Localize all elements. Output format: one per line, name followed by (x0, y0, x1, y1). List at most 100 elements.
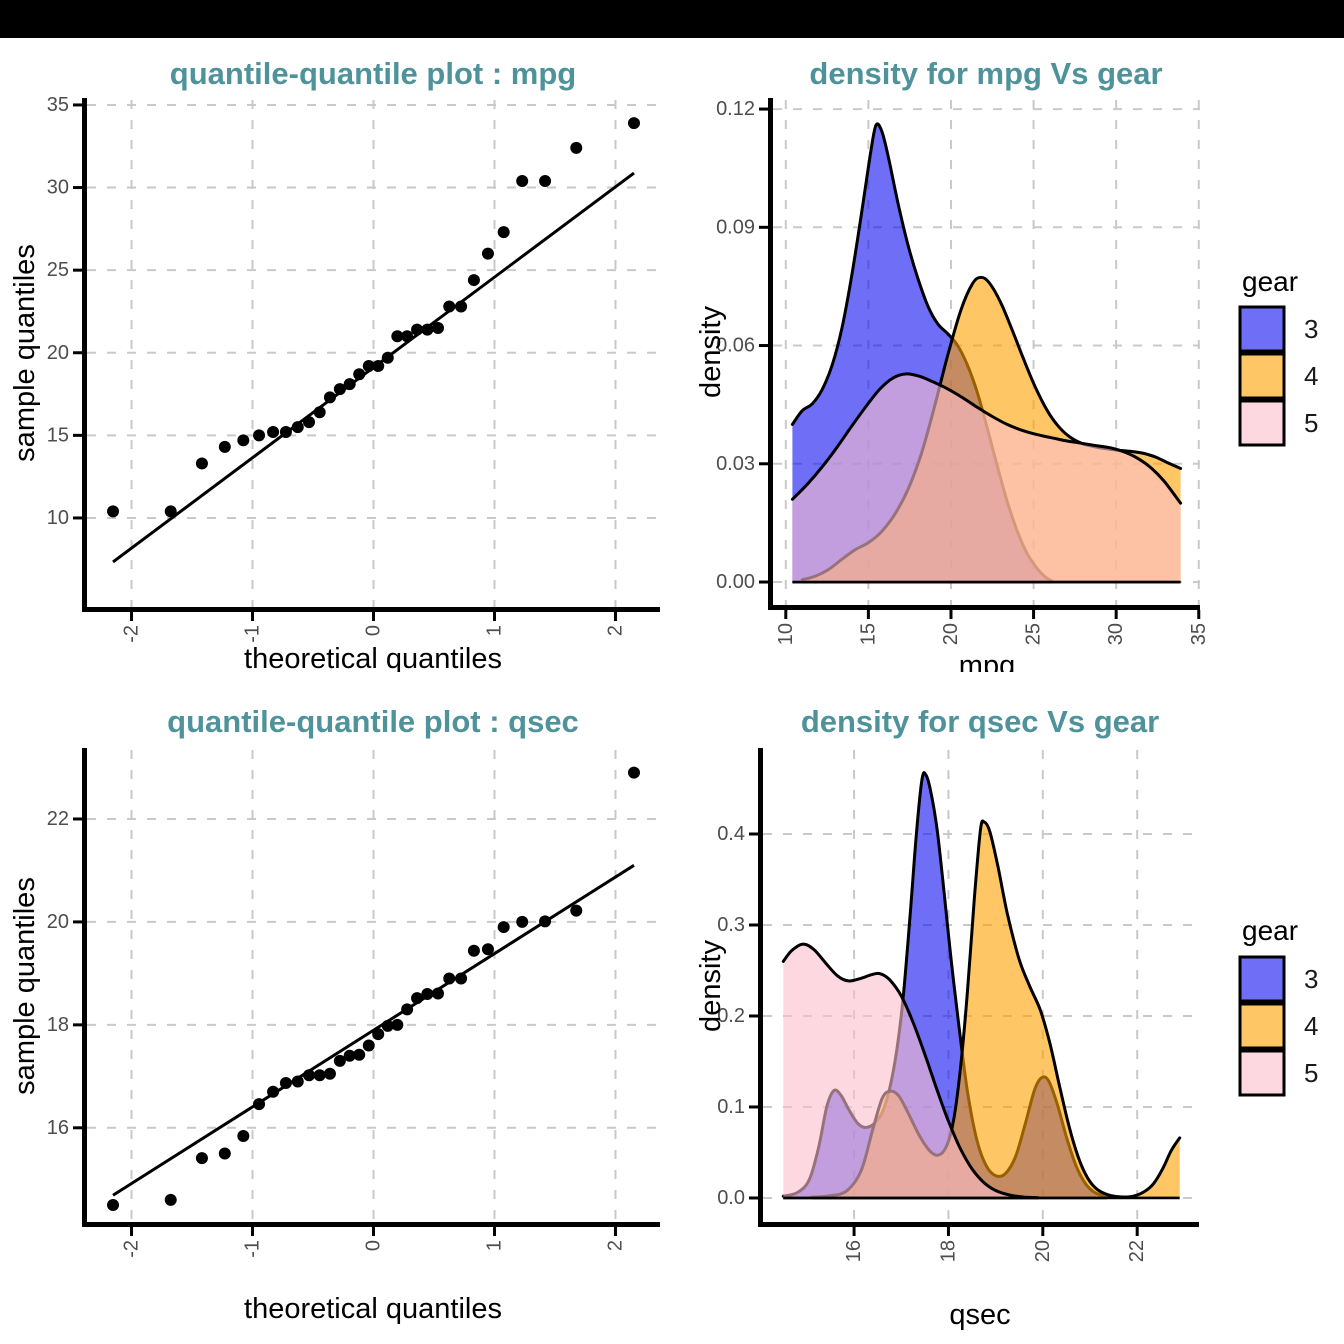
svg-text:0: 0 (363, 1240, 385, 1251)
svg-text:35: 35 (47, 94, 69, 116)
legend-swatch-gear-5 (1238, 1049, 1286, 1097)
density-area-gear-5 (792, 373, 1181, 582)
svg-text:-1: -1 (242, 625, 264, 643)
y-axis-title: sample quantiles (9, 877, 41, 1095)
svg-text:-2: -2 (121, 625, 143, 643)
legend-label-gear-5: 5 (1304, 408, 1318, 438)
tick-marks (73, 817, 617, 1236)
legend-label-gear-3: 3 (1304, 314, 1318, 344)
tick-marks (749, 832, 1139, 1236)
legend-swatch-gear-4 (1238, 352, 1286, 400)
axes (768, 98, 1200, 610)
legend-title: gear (1242, 915, 1298, 946)
svg-text:10: 10 (775, 623, 797, 645)
svg-text:-2: -2 (121, 1240, 143, 1258)
svg-text:20: 20 (940, 623, 962, 645)
top-bar (0, 0, 1344, 38)
svg-text:1: 1 (483, 1240, 505, 1251)
legend-label-gear-3: 3 (1304, 964, 1318, 994)
svg-text:22: 22 (1126, 1240, 1148, 1262)
tick-labels: 16 18 20 22 -2 -1 0 1 2 (47, 808, 627, 1258)
svg-text:0.0: 0.0 (717, 1187, 745, 1209)
legend-label-gear-4: 4 (1304, 361, 1318, 391)
svg-text:15: 15 (47, 424, 69, 446)
svg-text:0.1: 0.1 (717, 1096, 745, 1118)
svg-text:0: 0 (363, 625, 385, 636)
legend-swatch-gear-5 (1238, 399, 1286, 447)
svg-text:10: 10 (47, 507, 69, 529)
svg-text:30: 30 (1105, 623, 1127, 645)
svg-text:25: 25 (1023, 623, 1045, 645)
svg-text:0.2: 0.2 (717, 1005, 745, 1027)
density-area-gear-5 (783, 944, 1039, 1198)
svg-text:0.12: 0.12 (716, 98, 755, 120)
legend-swatch-gear-3 (1238, 955, 1286, 1003)
panel-qq-qsec: 16 18 20 22 -2 -1 0 1 2 theoretical quantiles samp… (0, 672, 672, 1344)
svg-text:1: 1 (483, 625, 505, 636)
svg-text:0.09: 0.09 (716, 216, 755, 238)
legend-label-gear-5: 5 (1304, 1058, 1318, 1088)
density-curve-gear-5 (781, 942, 1040, 1200)
chart-title: quantile-quantile plot : mpg (170, 56, 576, 91)
chart-title: density for qsec Vs gear (801, 704, 1159, 739)
chart-title: quantile-quantile plot : qsec (167, 704, 579, 739)
y-axis-title: sample quantiles (9, 244, 41, 462)
tick-marks (759, 107, 1201, 619)
tick-marks (73, 103, 617, 621)
qq-qsec-chart: 16 18 20 22 -2 -1 0 1 2 theoretical quantiles samp… (9, 704, 660, 1325)
legend-label-gear-4: 4 (1304, 1011, 1318, 1041)
x-axis-title: qsec (949, 1299, 1010, 1331)
x-axis-title: theoretical quantiles (244, 1293, 502, 1325)
svg-text:0.3: 0.3 (717, 914, 745, 936)
svg-text:18: 18 (47, 1014, 69, 1036)
legend-swatch-gear-4 (1238, 1002, 1286, 1050)
density-qsec-chart: 0.0 0.1 0.2 0.3 0.4 16 18 20 22 qsec density densit… (695, 704, 1318, 1331)
svg-text:22: 22 (47, 808, 69, 830)
panel-density-mpg: 0.00 0.03 0.06 0.09 0.12 10 15 20 25 30 35 mpg densi… (672, 0, 1344, 672)
svg-text:20: 20 (47, 342, 69, 364)
legend-title: gear (1242, 266, 1298, 297)
qq-points (107, 117, 640, 518)
svg-text:-1: -1 (242, 1240, 264, 1258)
qq-points (107, 766, 640, 1212)
panel-density-qsec: 0.0 0.1 0.2 0.3 0.4 16 18 20 22 qsec density densit… (672, 672, 1344, 1344)
tick-labels: 0.00 0.03 0.06 0.09 0.12 10 15 20 25 30 35 (716, 98, 1210, 645)
svg-text:16: 16 (843, 1240, 865, 1262)
gridlines (87, 100, 660, 607)
svg-text:16: 16 (47, 1117, 69, 1139)
panel-qq-mpg: 10 15 20 25 30 35 -2 -1 0 1 2 theoretical quantiles… (0, 0, 672, 672)
tick-labels: 0.0 0.1 0.2 0.3 0.4 16 18 20 22 (717, 823, 1148, 1262)
y-axis-title: density (695, 940, 727, 1032)
svg-text:0.06: 0.06 (716, 335, 755, 357)
svg-text:15: 15 (857, 623, 879, 645)
svg-text:25: 25 (47, 259, 69, 281)
chart-title: density for mpg Vs gear (809, 56, 1162, 91)
svg-text:20: 20 (47, 911, 69, 933)
svg-text:30: 30 (47, 177, 69, 199)
svg-text:20: 20 (1032, 1240, 1054, 1262)
svg-text:2: 2 (604, 625, 626, 636)
axes (82, 98, 660, 612)
gridlines (87, 750, 660, 1222)
svg-text:2: 2 (604, 1240, 626, 1251)
density-area-gear-3 (783, 772, 1107, 1198)
svg-text:0.03: 0.03 (716, 453, 755, 475)
svg-text:18: 18 (937, 1240, 959, 1262)
tick-labels: 10 15 20 25 30 35 -2 -1 0 1 2 (47, 94, 627, 643)
x-axis-title: theoretical quantiles (244, 643, 502, 672)
svg-text:35: 35 (1188, 623, 1210, 645)
density-area-gear-4 (811, 820, 1180, 1198)
x-axis-title: mpg (959, 650, 1015, 672)
qq-mpg-chart: 10 15 20 25 30 35 -2 -1 0 1 2 theoretical quantiles… (9, 56, 660, 672)
legend-swatch-gear-3 (1238, 305, 1286, 353)
y-axis-title: density (695, 306, 727, 398)
axes (82, 748, 660, 1227)
density-curve-gear-5 (790, 372, 1183, 505)
axes (758, 748, 1199, 1227)
svg-text:0.00: 0.00 (716, 571, 755, 593)
